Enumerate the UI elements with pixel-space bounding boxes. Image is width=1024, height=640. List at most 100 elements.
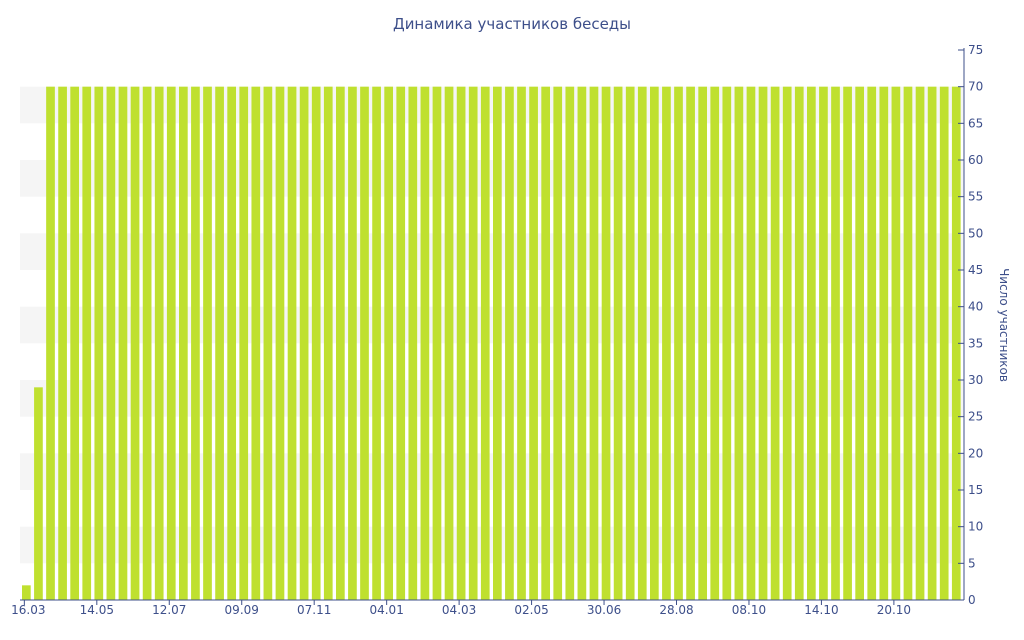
bar: [468, 86, 478, 601]
plot-band: [20, 86, 964, 124]
y-tick-label: 25: [968, 410, 983, 424]
bar: [299, 86, 309, 601]
bar: [746, 86, 756, 601]
bar: [444, 86, 454, 601]
y-tick-label: 20: [968, 446, 983, 460]
x-tick-label: 02.05: [514, 603, 548, 617]
bar: [360, 86, 369, 601]
y-tick-label: 60: [968, 153, 983, 167]
bar: [22, 585, 31, 600]
plot-band: [20, 160, 964, 197]
bar: [734, 86, 744, 601]
bar: [807, 86, 816, 601]
x-tick-label: 09.09: [225, 603, 259, 617]
bar: [203, 86, 212, 601]
bar: [879, 86, 889, 601]
x-axis: 16.03 14.05 12.07 09.09 07.11 04.01 04.03 02.05…: [11, 599, 964, 617]
bar: [541, 86, 551, 601]
bar: [142, 86, 152, 601]
y-tick-label: 65: [968, 116, 983, 130]
bar: [58, 86, 67, 601]
bar: [770, 86, 780, 601]
bar: [517, 86, 526, 601]
bar: [46, 86, 55, 601]
y-tick-label: 15: [968, 483, 983, 497]
bar: [505, 86, 514, 601]
plot-band: [20, 233, 964, 270]
x-tick-label: 14.05: [80, 603, 114, 617]
bar: [674, 86, 683, 601]
y-tick-label: 0: [968, 593, 976, 607]
bar: [951, 86, 961, 601]
plot-band: [20, 306, 964, 344]
y-tick-label: 50: [968, 226, 983, 240]
bar: [179, 86, 188, 601]
bar: [384, 86, 394, 601]
bar: [456, 86, 466, 601]
y-tick-label: 35: [968, 336, 983, 350]
bars: [22, 86, 961, 601]
plot-band: [20, 453, 964, 490]
bar: [34, 387, 43, 600]
x-tick-label: 04.01: [369, 603, 403, 617]
y-tick-label: 10: [968, 520, 983, 534]
plot-band: [20, 380, 964, 417]
y-tick-label: 55: [968, 190, 983, 204]
bar: [311, 86, 321, 601]
bar: [625, 86, 635, 601]
bar: [843, 86, 852, 601]
bar: [275, 86, 285, 601]
plot-bands: [20, 86, 964, 564]
bar: [287, 86, 297, 601]
bar: [855, 86, 865, 601]
x-tick-label: 08.10: [732, 603, 766, 617]
bar: [106, 86, 116, 601]
bar: [191, 86, 200, 601]
bar: [420, 86, 430, 601]
bar: [408, 86, 418, 601]
x-tick-label: 16.03: [11, 603, 45, 617]
bar: [348, 86, 357, 601]
y-tick-label: 40: [968, 300, 983, 314]
bar: [130, 86, 140, 601]
chart-title: Динамика участников беседы: [393, 15, 631, 33]
y-tick-label: 70: [968, 80, 983, 94]
y-tick-label: 5: [968, 556, 976, 570]
y-axis-label: Число участников: [997, 268, 1011, 382]
bar: [601, 86, 611, 601]
bar: [166, 86, 176, 601]
bar: [239, 86, 249, 601]
x-tick-label: 04.03: [442, 603, 476, 617]
bar: [251, 86, 261, 601]
bar: [831, 86, 840, 601]
bar: [323, 86, 333, 601]
bar: [529, 86, 538, 601]
bar: [94, 86, 104, 601]
x-tick-label: 30.06: [587, 603, 621, 617]
y-tick-label: 75: [968, 43, 983, 57]
x-tick-label: 28.08: [659, 603, 693, 617]
x-tick-label: 20.10: [877, 603, 911, 617]
bar: [432, 86, 442, 601]
bar: [565, 86, 575, 601]
bar: [686, 86, 695, 601]
bar: [263, 86, 273, 601]
bar: [493, 86, 502, 601]
bar: [794, 86, 804, 601]
bar: [758, 86, 768, 601]
x-tick-label: 12.07: [152, 603, 186, 617]
bar: [372, 86, 381, 601]
bar: [939, 86, 949, 601]
bar: [82, 86, 92, 601]
bar: [698, 86, 708, 601]
x-tick-label: 07.11: [297, 603, 331, 617]
bar: [927, 86, 937, 601]
bar: [915, 86, 925, 601]
bar: [589, 86, 599, 601]
bar: [396, 86, 406, 601]
y-axis: 0 5 10 15 20 25 30 35 40 45 50 55 60 65 70 75: [958, 43, 983, 607]
bar: [782, 86, 792, 601]
bar: [215, 86, 224, 601]
y-tick-label: 30: [968, 373, 983, 387]
